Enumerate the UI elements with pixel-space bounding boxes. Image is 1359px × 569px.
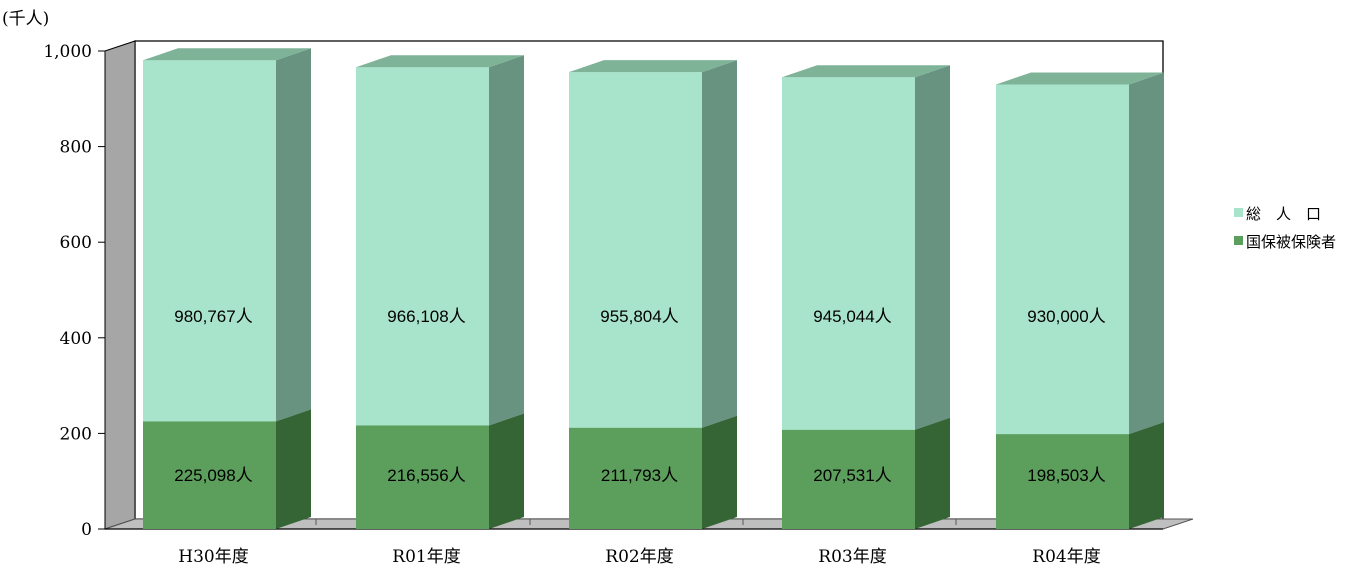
data-label-total: 980,767人: [174, 307, 252, 326]
bar-insured-side: [276, 409, 311, 529]
bar-insured: [782, 417, 950, 529]
legend-label: 総 人 口: [1246, 205, 1321, 223]
bar-total-population: [143, 48, 311, 422]
legend-swatch: [1234, 208, 1243, 217]
y-tick-label: 800: [60, 138, 92, 158]
bar-total-population-front: [143, 60, 276, 422]
bar-insured-front: [782, 429, 915, 529]
bar-total-population-front: [996, 84, 1129, 435]
bar-total-population-top: [569, 60, 737, 73]
bar-total-population-front: [356, 67, 489, 426]
bar-insured: [569, 415, 737, 529]
bar-total-population: [782, 65, 950, 430]
data-label-insured: 207,531人: [813, 466, 891, 485]
bar-insured: [996, 422, 1164, 529]
bar-insured: [356, 413, 524, 529]
legend-swatch: [1234, 236, 1243, 245]
data-label-total: 966,108人: [387, 307, 465, 326]
x-tick-label: R01年度: [392, 547, 460, 567]
x-axis-ticks: H30年度 R01年度 R02年度 R03年度 R04年度: [178, 519, 1101, 567]
bar-total-population-top: [782, 65, 950, 78]
data-label-total: 955,804人: [600, 307, 678, 326]
bar-insured: [143, 409, 311, 529]
data-label-insured: 211,793人: [601, 466, 678, 485]
y-tick-label: 0: [81, 520, 92, 540]
legend-label: 国保被保険者: [1246, 233, 1336, 251]
bar-total-population-top: [356, 55, 524, 68]
data-label-insured: 216,556人: [387, 466, 465, 485]
y-tick-label: 200: [60, 424, 92, 444]
y-axis-unit: (千人): [2, 9, 49, 29]
bar-insured-side: [702, 415, 737, 529]
bar-insured-front: [996, 434, 1129, 529]
bar-total-population-top: [996, 72, 1164, 85]
y-tick-label: 1,000: [43, 42, 92, 62]
x-tick-label: R02年度: [605, 547, 673, 567]
bar-insured-front: [356, 425, 489, 529]
bar-total-population-top: [143, 48, 311, 61]
data-label-insured: 198,503人: [1027, 466, 1105, 485]
bar-total-population-side: [1129, 72, 1164, 435]
bar-insured-side: [915, 417, 950, 529]
chart-side-wall: [104, 40, 136, 530]
bar-total-population: [356, 55, 524, 426]
bar-total-population-side: [702, 60, 737, 428]
y-tick-label: 400: [60, 329, 92, 349]
data-label-total: 930,000人: [1027, 307, 1105, 326]
x-tick-label: H30年度: [178, 547, 248, 567]
bar-total-population-front: [569, 72, 702, 428]
bar-insured-front: [569, 427, 702, 529]
data-label-insured: 225,098人: [174, 466, 252, 485]
bars: 980,767人 225,098人 966,108人 216,556人 955,804人…: [143, 48, 1164, 529]
bar-insured-side: [1129, 422, 1164, 529]
data-label-total: 945,044人: [813, 307, 891, 326]
x-tick-label: R03年度: [818, 547, 886, 567]
bar-total-population-side: [276, 48, 311, 422]
x-tick-label: R04年度: [1032, 547, 1100, 567]
bar-insured-side: [489, 413, 524, 529]
bar-total-population-side: [489, 55, 524, 426]
bar-total-population: [996, 72, 1164, 435]
bar-total-population-front: [782, 77, 915, 430]
bar-total-population: [569, 60, 737, 428]
y-tick-label: 600: [60, 233, 92, 253]
y-axis-ticks: 0 200 400 600 800 1,000: [43, 42, 105, 540]
bar-total-population-side: [915, 65, 950, 430]
bar-insured-front: [143, 421, 276, 529]
